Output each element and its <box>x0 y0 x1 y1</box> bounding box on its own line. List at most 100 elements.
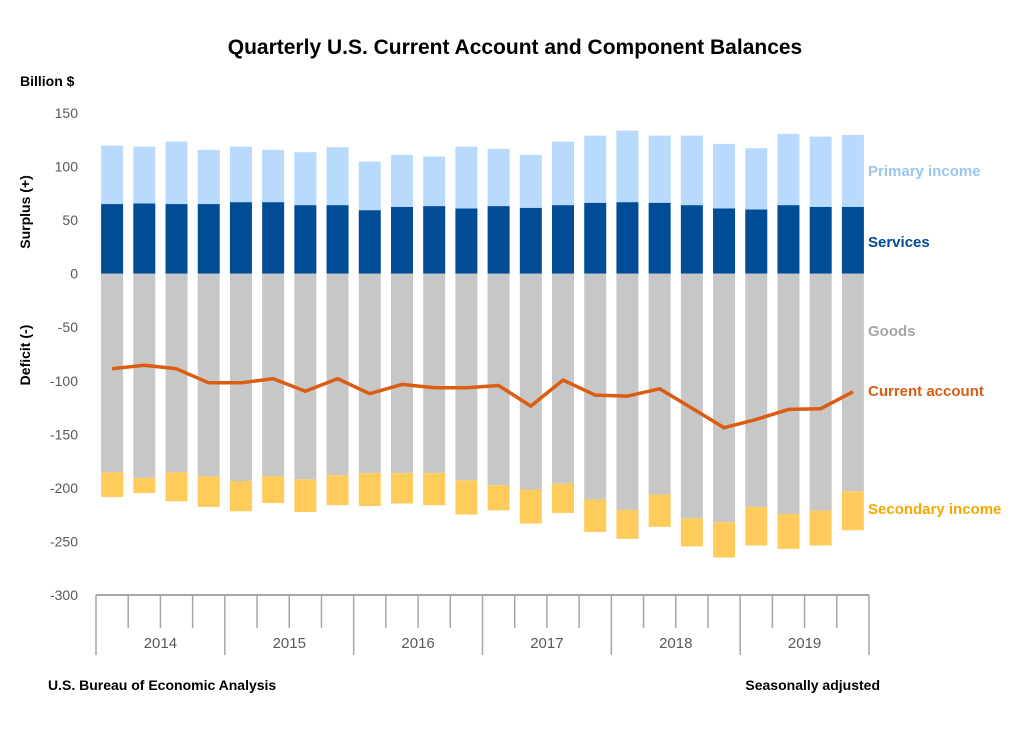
primary-income-bar <box>455 146 478 209</box>
secondary-income-bar <box>197 476 220 507</box>
primary-income-bar <box>133 146 156 204</box>
goods-bar <box>713 273 736 523</box>
primary-income-bar <box>197 149 220 205</box>
goods-bar <box>423 273 446 474</box>
secondary-income-legend-label: Secondary income <box>868 501 1001 518</box>
goods-bar <box>648 273 671 495</box>
services-bar <box>197 204 220 274</box>
goods-bar <box>229 273 252 482</box>
primary-income-bar <box>841 134 864 207</box>
goods-bar <box>809 273 832 511</box>
year-label: 2018 <box>659 635 692 652</box>
primary-income-bar <box>358 161 381 211</box>
primary-income-bar <box>423 156 446 207</box>
services-bar <box>713 208 736 274</box>
services-bar <box>648 202 671 274</box>
goods-bar <box>197 273 220 477</box>
year-label: 2015 <box>273 635 306 652</box>
year-label: 2016 <box>401 635 434 652</box>
services-bar <box>809 206 832 274</box>
secondary-income-bar <box>455 480 478 515</box>
primary-income-bar <box>680 135 703 206</box>
services-bar <box>229 202 252 274</box>
secondary-income-bar <box>229 481 252 512</box>
secondary-income-bar <box>358 473 381 506</box>
services-bar <box>294 205 317 274</box>
y-tick-label: 150 <box>55 105 79 121</box>
services-bar <box>616 202 639 274</box>
secondary-income-bar <box>841 491 864 531</box>
secondary-income-bar <box>809 510 832 546</box>
primary-income-bar <box>552 141 575 206</box>
services-bar <box>326 205 349 274</box>
services-bar <box>455 208 478 274</box>
services-bar <box>133 203 156 274</box>
services-bar <box>680 205 703 274</box>
goods-bar <box>165 273 188 473</box>
source-note: U.S. Bureau of Economic Analysis <box>48 677 276 693</box>
y-tick-label: 100 <box>55 159 79 175</box>
secondary-income-bar <box>165 472 188 502</box>
unit-label: Billion $ <box>20 73 75 89</box>
goods-bar <box>745 273 768 507</box>
goods-bar <box>455 273 478 481</box>
year-label: 2017 <box>530 635 563 652</box>
secondary-income-bar <box>777 513 800 549</box>
secondary-income-bar <box>262 476 285 503</box>
services-bar <box>165 204 188 274</box>
primary-income-bar <box>809 136 832 207</box>
secondary-income-bar <box>423 473 446 506</box>
services-bar <box>519 207 542 274</box>
y-tick-label: -50 <box>58 319 78 335</box>
goods-bar <box>519 273 542 490</box>
services-bar <box>552 205 575 274</box>
goods-bar <box>101 273 124 473</box>
primary-income-bar <box>294 152 317 206</box>
secondary-income-bar <box>616 509 639 539</box>
y-tick-label: -150 <box>50 426 78 442</box>
y-label-deficit: Deficit (-) <box>17 325 33 386</box>
y-tick-label: -100 <box>50 373 78 389</box>
goods-bar <box>487 273 510 486</box>
primary-income-bar <box>713 143 736 209</box>
services-bar <box>101 204 124 274</box>
secondary-income-bar <box>487 485 510 511</box>
current-account-line <box>111 363 854 430</box>
primary-income-bar <box>487 148 510 207</box>
services-bar <box>262 202 285 274</box>
secondary-income-bar <box>745 506 768 546</box>
y-tick-label: 0 <box>70 266 78 282</box>
year-label: 2019 <box>788 635 821 652</box>
primary-income-bar <box>326 147 349 206</box>
y-label-surplus: Surplus (+) <box>17 175 33 249</box>
goods-bar <box>777 273 800 514</box>
secondary-income-bar <box>713 522 736 558</box>
primary-income-bar <box>777 133 800 206</box>
secondary-income-bar <box>648 494 671 527</box>
primary-income-legend-label: Primary income <box>868 163 981 180</box>
goods-bar <box>841 273 864 492</box>
secondary-income-bar <box>680 518 703 547</box>
secondary-income-bar <box>390 473 413 504</box>
secondary-income-bar <box>294 479 317 512</box>
goods-bar <box>584 273 607 500</box>
chart-title: Quarterly U.S. Current Account and Compo… <box>228 36 803 59</box>
goods-bar <box>680 273 703 519</box>
secondary-income-bar <box>133 478 156 494</box>
services-bar <box>487 206 510 274</box>
secondary-income-bar <box>326 475 349 506</box>
goods-bar <box>358 273 381 474</box>
goods-bar <box>133 273 156 479</box>
primary-income-bar <box>648 135 671 203</box>
primary-income-bar <box>165 141 188 205</box>
services-bar <box>584 202 607 274</box>
primary-income-bar <box>584 135 607 203</box>
goods-bar <box>390 273 413 474</box>
services-bar <box>841 206 864 274</box>
primary-income-bar <box>519 154 542 208</box>
secondary-income-bar <box>519 489 542 524</box>
services-bar <box>777 205 800 274</box>
y-tick-label: -200 <box>50 480 78 496</box>
primary-income-bar <box>262 149 285 203</box>
